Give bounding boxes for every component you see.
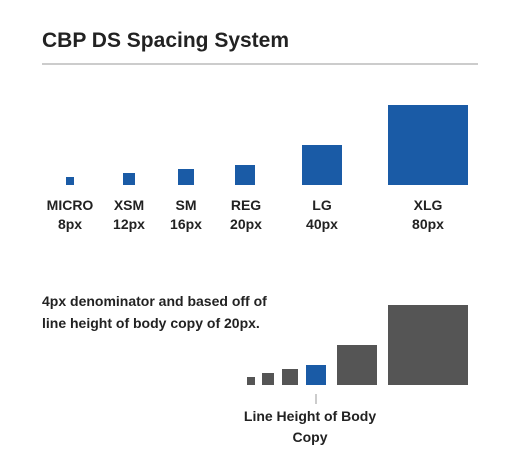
square (388, 105, 468, 185)
size-value: 8px (58, 216, 82, 232)
square (235, 165, 255, 185)
square (337, 345, 377, 385)
size-name: SM (176, 197, 197, 213)
size-value: 80px (412, 216, 444, 232)
note-line: 4px denominator and based off of (42, 293, 267, 309)
square (247, 377, 255, 385)
square (262, 373, 274, 385)
square (282, 369, 298, 385)
size-name: REG (231, 197, 261, 213)
square (388, 305, 468, 385)
square (302, 145, 342, 185)
size-value: 40px (306, 216, 338, 232)
size-name: XSM (114, 197, 144, 213)
callout-line: Copy (293, 429, 328, 445)
size-name: XLG (414, 197, 443, 213)
size-name: MICRO (47, 197, 94, 213)
square (123, 173, 135, 185)
square-highlight (306, 365, 326, 385)
square (178, 169, 194, 185)
size-value: 12px (113, 216, 145, 232)
callout-line: Line Height of Body (244, 408, 376, 424)
title: CBP DS Spacing System (42, 29, 289, 52)
square (66, 177, 74, 185)
size-name: LG (312, 197, 332, 213)
size-value: 16px (170, 216, 202, 232)
size-value: 20px (230, 216, 262, 232)
note-line: line height of body copy of 20px. (42, 315, 260, 331)
